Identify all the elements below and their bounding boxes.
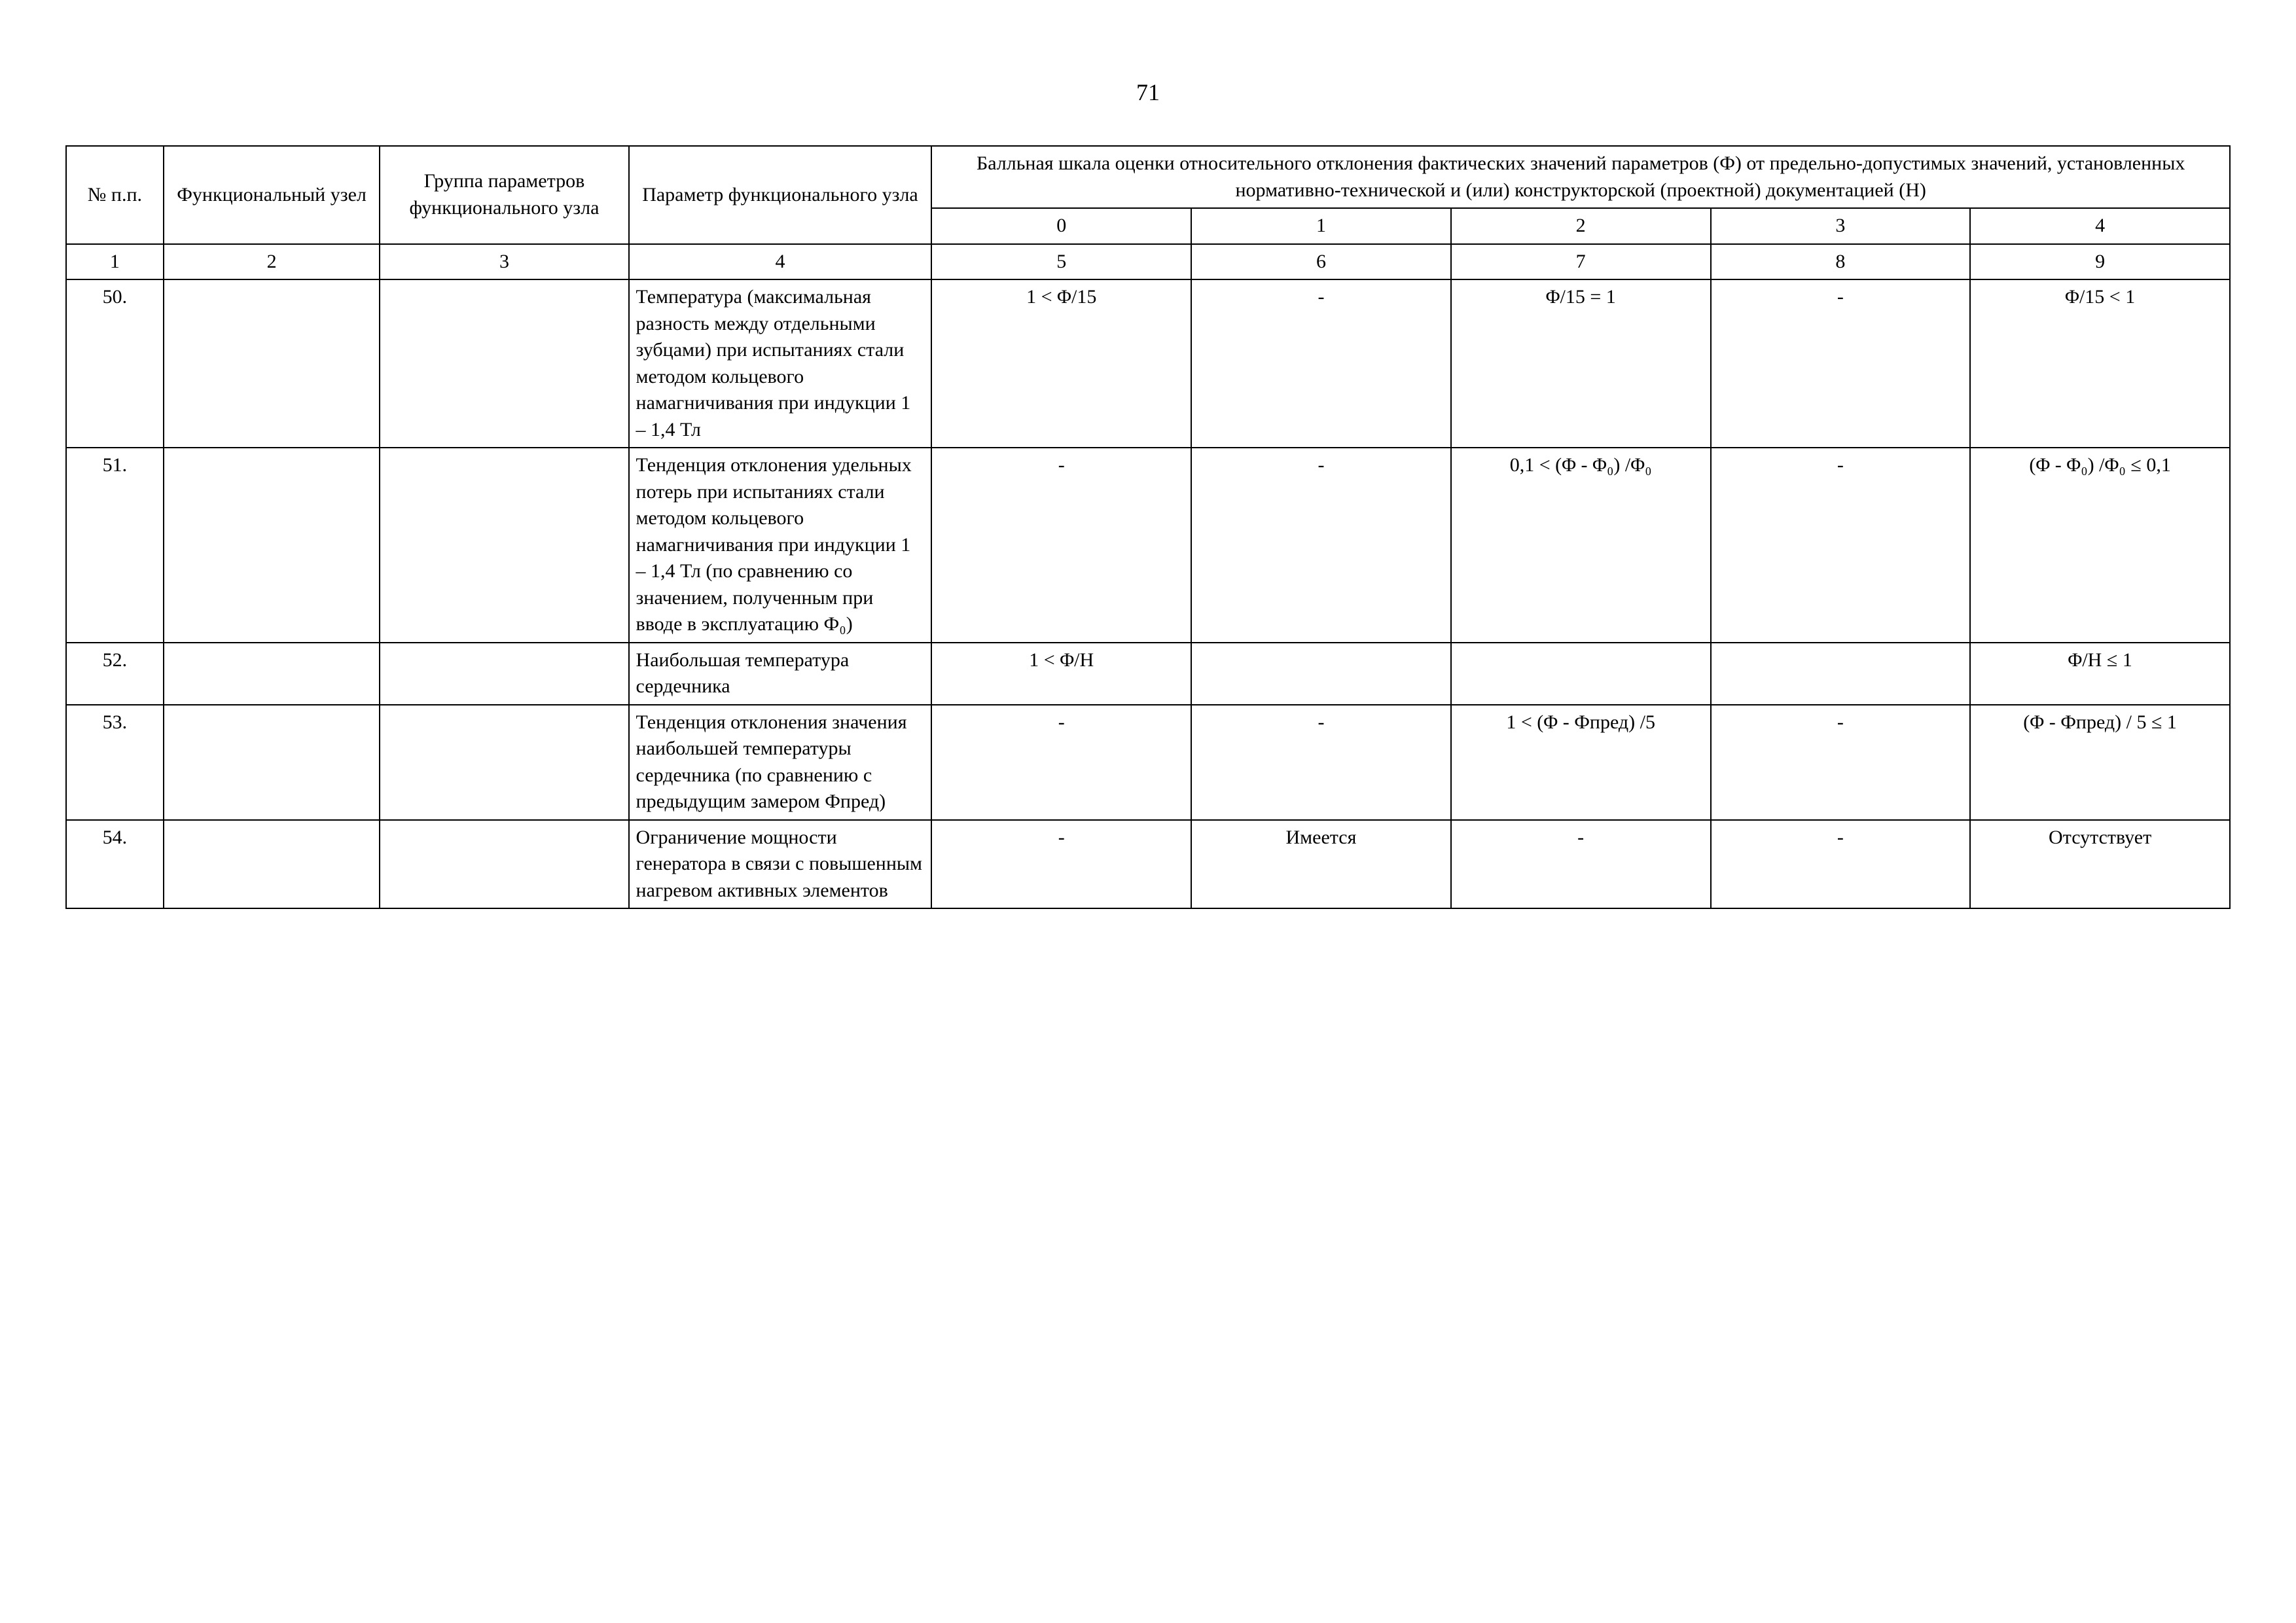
row-v0: 1 < Φ/15 [931,279,1191,448]
column-number-row: 1 2 3 4 5 6 7 8 9 [66,244,2230,280]
row-fn [164,705,380,820]
colnum-3: 3 [380,244,628,280]
header-num: № п.п. [66,146,164,244]
row-v1: - [1191,705,1451,820]
table-row: 50. Температура (максимальная разность м… [66,279,2230,448]
row-v4: Φ/15 < 1 [1970,279,2230,448]
table-row: 53. Тенденция отклонения значения наибол… [66,705,2230,820]
row-v0: - [931,448,1191,643]
row-fn [164,643,380,705]
row-grp [380,448,628,643]
header-b2: 2 [1451,208,1711,244]
page-number: 71 [65,79,2231,106]
row-v2: 0,1 < (Φ - Φ₀) /Φ₀ [1451,448,1711,643]
row-v0: - [931,705,1191,820]
header-b4: 4 [1970,208,2230,244]
header-param-group: Группа параметров функционального узла [380,146,628,244]
row-v1: - [1191,279,1451,448]
colnum-2: 2 [164,244,380,280]
row-param: Температура (максимальная разность между… [629,279,932,448]
row-v0: - [931,820,1191,909]
row-number: 50. [66,279,164,448]
row-param: Тенденция отклонения удельных потерь при… [629,448,932,643]
header-functional-node: Функциональный узел [164,146,380,244]
row-v2: 1 < (Φ - Фпред) /5 [1451,705,1711,820]
row-grp [380,705,628,820]
row-v1 [1191,643,1451,705]
row-v4: Φ/Н ≤ 1 [1970,643,2230,705]
colnum-6: 6 [1191,244,1451,280]
row-v4: Отсутствует [1970,820,2230,909]
row-number: 51. [66,448,164,643]
row-fn [164,820,380,909]
row-v3: - [1711,279,1971,448]
row-v3 [1711,643,1971,705]
table-body: 50. Температура (максимальная разность м… [66,279,2230,908]
row-v0: 1 < Φ/Н [931,643,1191,705]
row-v3: - [1711,820,1971,909]
colnum-9: 9 [1970,244,2230,280]
row-grp [380,279,628,448]
colnum-4: 4 [629,244,932,280]
row-v4: (Φ - Φ₀) /Φ₀ ≤ 0,1 [1970,448,2230,643]
colnum-1: 1 [66,244,164,280]
colnum-7: 7 [1451,244,1711,280]
parameters-table: № п.п. Функциональный узел Группа параме… [65,145,2231,909]
row-v1: Имеется [1191,820,1451,909]
header-parameter: Параметр функционального узла [629,146,932,244]
row-param: Наибольшая температура сердечника [629,643,932,705]
row-number: 53. [66,705,164,820]
row-v2: - [1451,820,1711,909]
header-b1: 1 [1191,208,1451,244]
row-number: 52. [66,643,164,705]
row-v2: Φ/15 = 1 [1451,279,1711,448]
colnum-5: 5 [931,244,1191,280]
row-param: Ограничение мощности генератора в связи … [629,820,932,909]
header-scale: Балльная шкала оценки относительного отк… [931,146,2230,208]
table-row: 52. Наибольшая температура сердечника 1 … [66,643,2230,705]
row-fn [164,448,380,643]
table-row: 51. Тенденция отклонения удельных потерь… [66,448,2230,643]
row-grp [380,820,628,909]
header-b3: 3 [1711,208,1971,244]
row-number: 54. [66,820,164,909]
row-v3: - [1711,705,1971,820]
row-v3: - [1711,448,1971,643]
row-v2 [1451,643,1711,705]
row-v1: - [1191,448,1451,643]
row-v4: (Φ - Фпред) / 5 ≤ 1 [1970,705,2230,820]
row-fn [164,279,380,448]
row-param: Тенденция отклонения значения наибольшей… [629,705,932,820]
header-b0: 0 [931,208,1191,244]
row-grp [380,643,628,705]
table-row: 54. Ограничение мощности генератора в св… [66,820,2230,909]
colnum-8: 8 [1711,244,1971,280]
